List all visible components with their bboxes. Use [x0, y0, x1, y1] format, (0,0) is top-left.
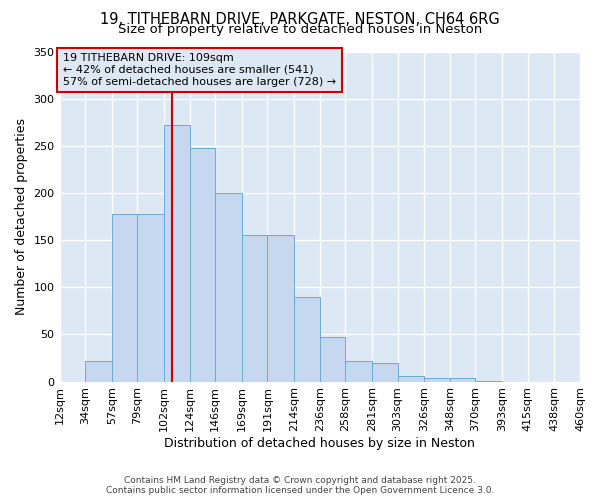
Bar: [164, 125, 190, 382]
Bar: [190, 148, 215, 382]
Bar: [112, 214, 137, 382]
Bar: [85, 361, 112, 382]
Bar: [372, 362, 398, 382]
Bar: [268, 236, 294, 382]
Bar: [137, 214, 164, 382]
Text: Contains HM Land Registry data © Crown copyright and database right 2025.
Contai: Contains HM Land Registry data © Crown c…: [106, 476, 494, 495]
X-axis label: Distribution of detached houses by size in Neston: Distribution of detached houses by size …: [164, 437, 475, 450]
Bar: [294, 296, 320, 382]
Bar: [450, 378, 475, 382]
Bar: [346, 361, 372, 382]
Bar: [242, 236, 268, 382]
Text: 19, TITHEBARN DRIVE, PARKGATE, NESTON, CH64 6RG: 19, TITHEBARN DRIVE, PARKGATE, NESTON, C…: [100, 12, 500, 28]
Bar: [320, 338, 346, 382]
Text: 19 TITHEBARN DRIVE: 109sqm
← 42% of detached houses are smaller (541)
57% of sem: 19 TITHEBARN DRIVE: 109sqm ← 42% of deta…: [63, 54, 336, 86]
Bar: [475, 380, 502, 382]
Bar: [215, 193, 242, 382]
Y-axis label: Number of detached properties: Number of detached properties: [15, 118, 28, 315]
Text: Size of property relative to detached houses in Neston: Size of property relative to detached ho…: [118, 24, 482, 36]
Bar: [424, 378, 450, 382]
Bar: [398, 376, 424, 382]
